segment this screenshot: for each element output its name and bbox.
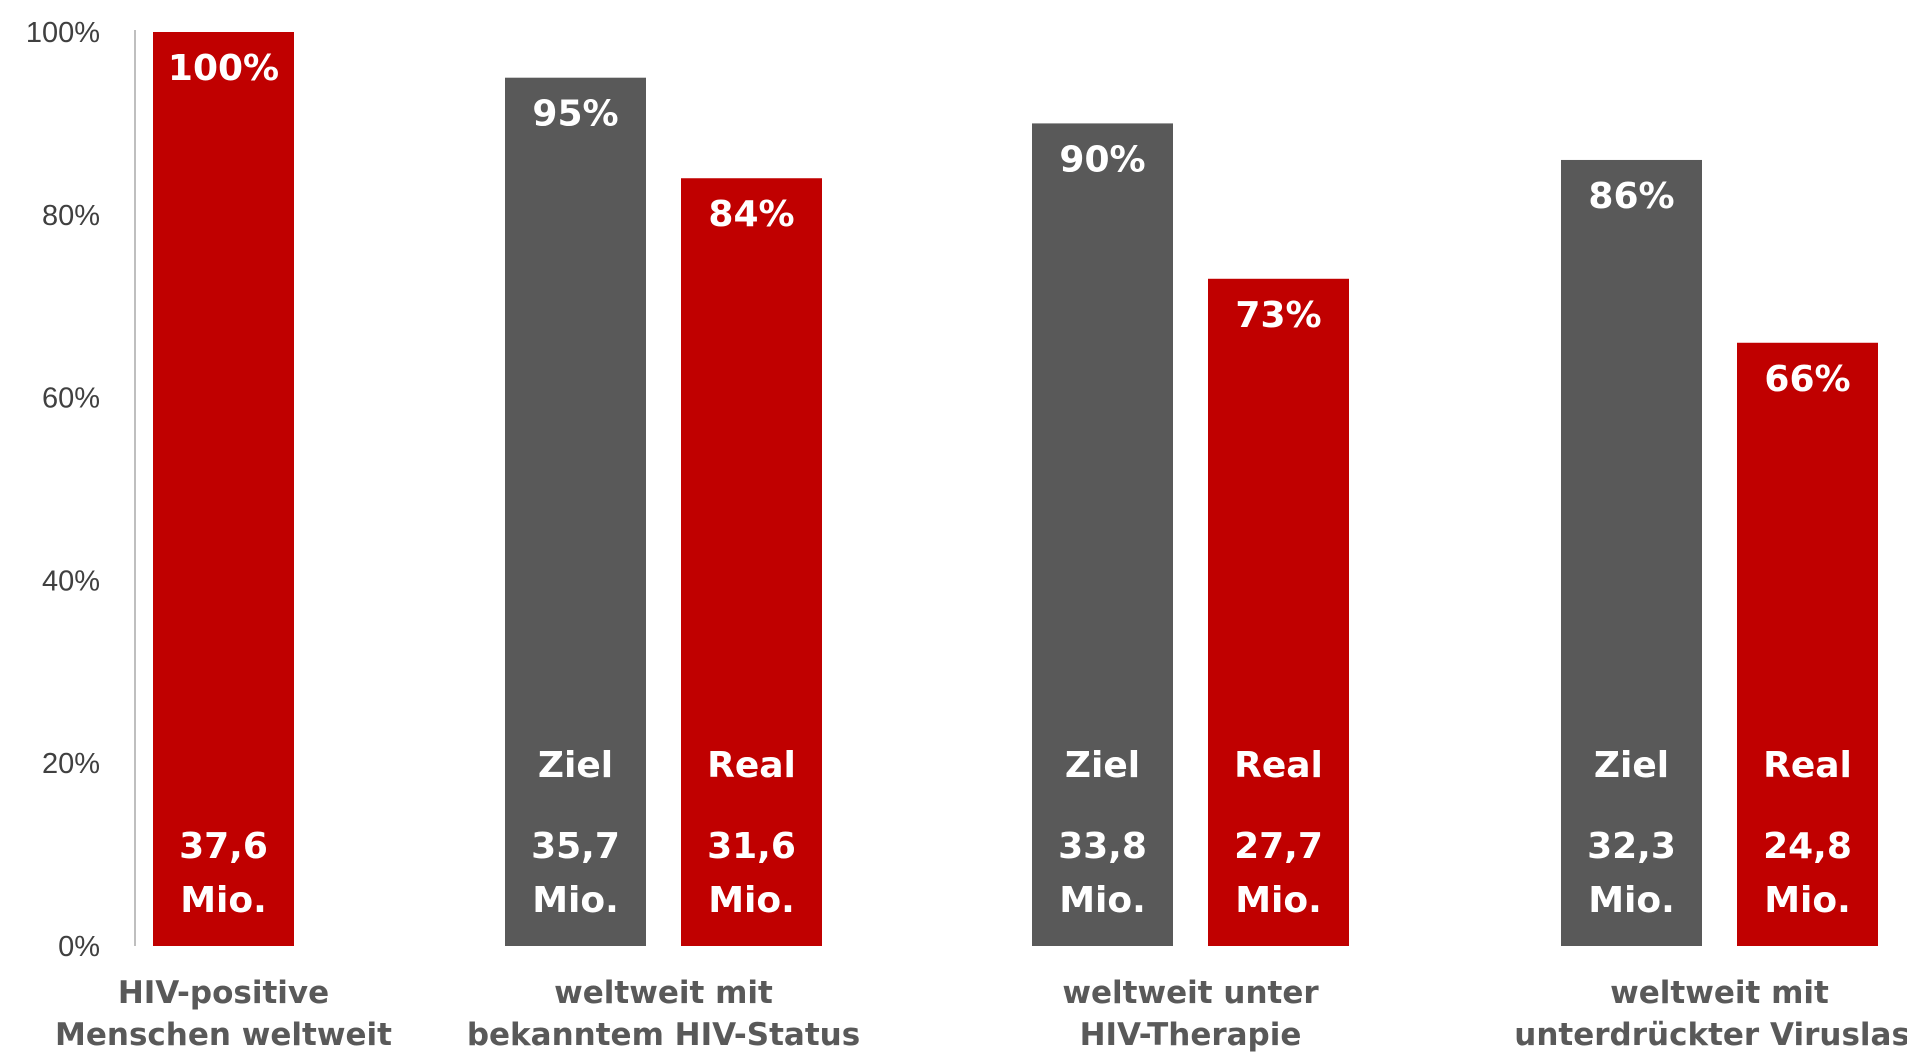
bar-count-label: Mio. xyxy=(1588,880,1675,921)
bar-real xyxy=(1737,342,1878,946)
bar-real xyxy=(1208,278,1349,946)
bar-real xyxy=(153,32,294,946)
category-label: weltweit unter xyxy=(1062,975,1319,1011)
bar-value-label: 100% xyxy=(168,48,279,89)
bar-count-label: 24,8 xyxy=(1763,826,1852,867)
bar-value-label: 73% xyxy=(1235,295,1321,336)
y-tick-label: 80% xyxy=(42,200,100,232)
bar-value-label: 84% xyxy=(708,194,794,235)
y-tick-label: 100% xyxy=(26,17,100,49)
bar-series-label: Real xyxy=(1234,745,1323,786)
bar-series-label: Real xyxy=(707,745,796,786)
category-label: HIV-positive xyxy=(118,975,329,1011)
bars: 100% 37,6 Mio. 95% Ziel 35,7 Mio. 84% Real 31,6 Mi… xyxy=(153,32,1878,947)
bar-count-label: Mio. xyxy=(180,880,267,921)
bar-value-label: 66% xyxy=(1764,359,1850,400)
category-label: Menschen weltweit xyxy=(55,1017,392,1053)
y-axis-ticks: 0% 20% 40% 60% 80% 100% xyxy=(26,17,100,963)
y-tick-label: 20% xyxy=(42,748,100,780)
category-label: HIV-Therapie xyxy=(1080,1017,1302,1053)
bar-count-label: Mio. xyxy=(1059,880,1146,921)
bar-ziel xyxy=(1032,123,1173,946)
y-tick-label: 0% xyxy=(58,931,100,963)
bar-count-label: 32,3 xyxy=(1587,826,1676,867)
bar-count-label: 31,6 xyxy=(707,826,796,867)
category-label: bekanntem HIV-Status xyxy=(467,1017,860,1053)
bar-series-label: Ziel xyxy=(1594,745,1669,786)
category-label: unterdrückter Viruslast xyxy=(1514,1017,1907,1053)
bar-series-label: Ziel xyxy=(538,745,613,786)
category-labels: HIV-positive Menschen weltweit weltweit mi… xyxy=(55,975,1907,1053)
bar-count-label: 27,7 xyxy=(1234,826,1323,867)
bar-count-label: Mio. xyxy=(1764,880,1851,921)
bar-count-label: Mio. xyxy=(532,880,619,921)
bar-value-label: 90% xyxy=(1059,139,1145,180)
bar-ziel xyxy=(1561,159,1702,946)
bar-value-label: 86% xyxy=(1588,176,1674,217)
bar-series-label: Ziel xyxy=(1065,745,1140,786)
bar-real xyxy=(681,178,822,947)
bar-count-label: 35,7 xyxy=(531,826,620,867)
bar-count-label: 33,8 xyxy=(1058,826,1147,867)
bar-series-label: Real xyxy=(1763,745,1852,786)
y-tick-label: 40% xyxy=(42,565,100,597)
bar-ziel xyxy=(505,77,646,946)
category-label: weltweit mit xyxy=(554,975,773,1011)
bar-value-label: 95% xyxy=(532,94,618,135)
category-label: weltweit mit xyxy=(1610,975,1829,1011)
y-tick-label: 60% xyxy=(42,383,100,415)
bar-count-label: 37,6 xyxy=(179,826,268,867)
bar-count-label: Mio. xyxy=(708,880,795,921)
bar-count-label: Mio. xyxy=(1235,880,1322,921)
